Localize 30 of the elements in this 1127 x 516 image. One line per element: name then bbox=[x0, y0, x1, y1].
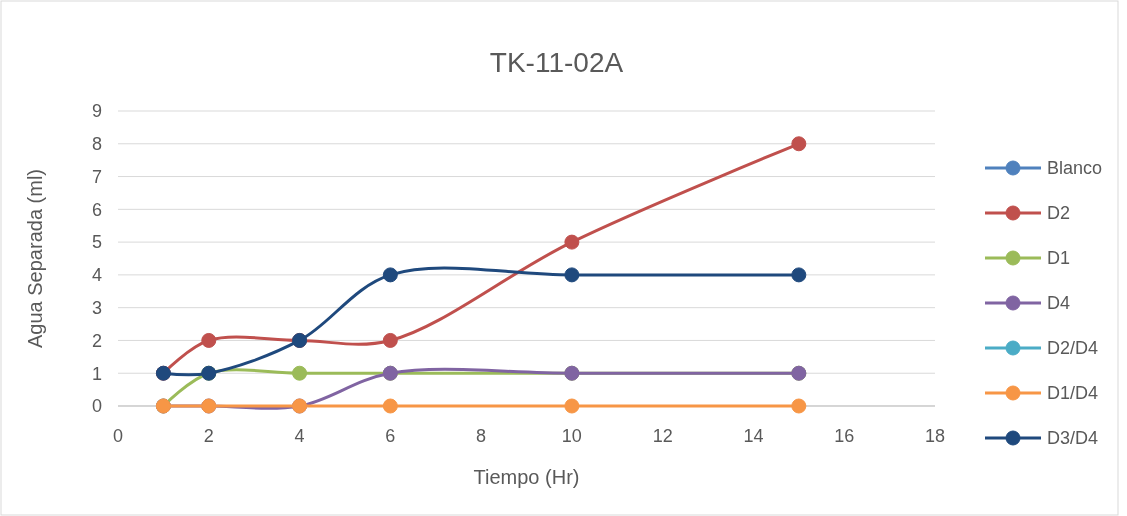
legend-label: Blanco bbox=[1047, 158, 1103, 179]
legend-label: D1/D4 bbox=[1047, 383, 1099, 404]
x-tick-label: 2 bbox=[203, 426, 214, 446]
x-tick-label: 14 bbox=[743, 426, 764, 446]
y-axis-title: Agua Separada (ml) bbox=[24, 169, 46, 348]
x-tick-label: 4 bbox=[294, 426, 305, 446]
y-tick-label: 8 bbox=[91, 134, 102, 155]
legend-label: D2 bbox=[1047, 203, 1071, 224]
legend-label: D4 bbox=[1047, 293, 1071, 314]
x-axis-title: Tiempo (Hr) bbox=[473, 466, 580, 488]
x-tick-label: 18 bbox=[924, 426, 946, 446]
legend-label: D1 bbox=[1047, 248, 1071, 269]
y-tick-label: 3 bbox=[91, 297, 102, 318]
x-tick-label: 12 bbox=[652, 426, 673, 446]
y-tick-label: 1 bbox=[91, 363, 102, 384]
legend-label: D3/D4 bbox=[1047, 428, 1099, 449]
x-tick-label: 0 bbox=[112, 426, 124, 446]
x-tick-label: 6 bbox=[385, 426, 396, 446]
y-tick-label: 2 bbox=[91, 330, 102, 351]
y-tick-label: 9 bbox=[91, 101, 102, 122]
legend-label: D2/D4 bbox=[1047, 338, 1099, 359]
x-tick-label: 16 bbox=[834, 426, 855, 446]
y-tick-label: 7 bbox=[91, 166, 102, 187]
y-tick-label: 0 bbox=[91, 396, 102, 417]
y-tick-label: 6 bbox=[91, 199, 102, 220]
x-tick-label: 10 bbox=[561, 426, 582, 446]
y-tick-label: 5 bbox=[91, 232, 102, 253]
x-tick-label: 8 bbox=[476, 426, 487, 446]
y-tick-label: 4 bbox=[91, 265, 102, 286]
chart-title: TK-11-02A bbox=[489, 47, 624, 78]
